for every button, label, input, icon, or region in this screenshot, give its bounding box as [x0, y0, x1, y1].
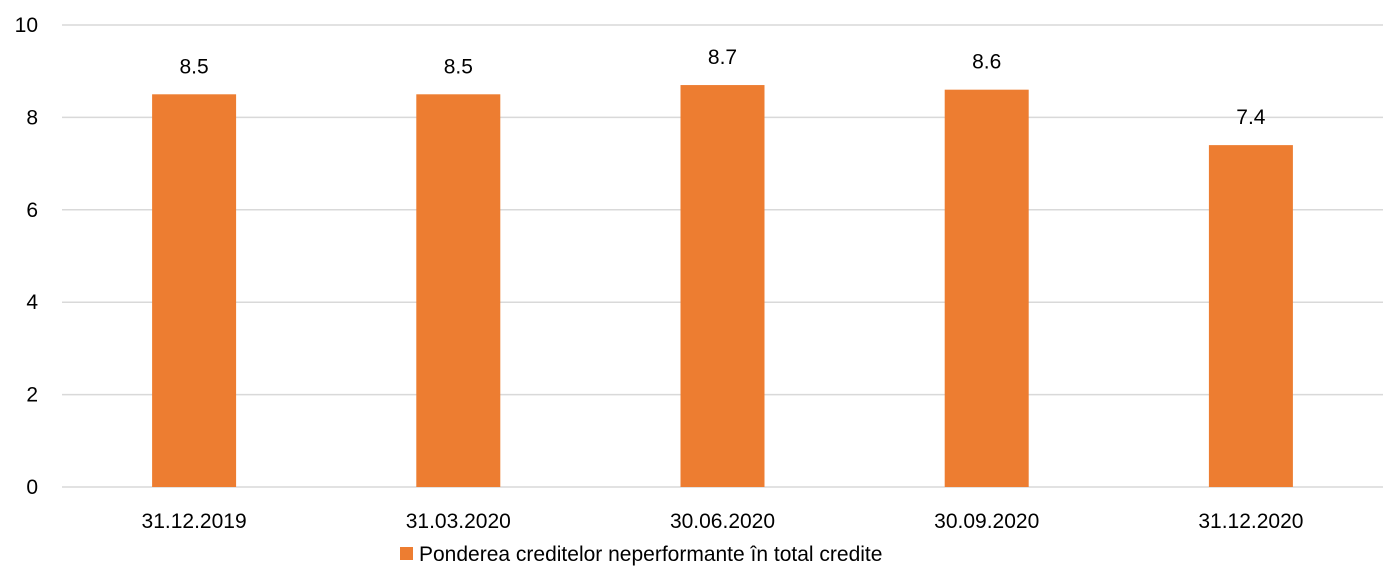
y-axis-ticks: 0 2 4 6 8 10 — [15, 14, 39, 499]
y-tick-label: 6 — [26, 199, 38, 222]
x-tick-label: 30.09.2020 — [934, 510, 1039, 533]
bar — [416, 94, 501, 488]
bars — [152, 85, 1293, 488]
y-tick-label: 0 — [26, 476, 38, 499]
x-tick-label: 31.12.2019 — [142, 510, 247, 533]
x-tick-label: 30.06.2020 — [670, 510, 775, 533]
data-label: 8.6 — [972, 51, 1001, 74]
y-tick-label: 8 — [26, 106, 38, 129]
x-tick-label: 31.12.2020 — [1198, 510, 1303, 533]
legend: Ponderea creditelor neperformante în tot… — [400, 543, 882, 566]
x-axis-ticks: 31.12.2019 31.03.2020 30.06.2020 30.09.2020… — [142, 510, 1304, 533]
data-label: 7.4 — [1236, 106, 1266, 129]
data-label: 8.5 — [179, 55, 208, 78]
y-tick-label: 10 — [15, 14, 38, 37]
legend-label: Ponderea creditelor neperformante în tot… — [419, 543, 882, 566]
y-tick-label: 4 — [26, 291, 38, 314]
bar — [680, 85, 765, 487]
bar — [1208, 145, 1293, 487]
data-labels: 8.5 8.5 8.7 8.6 7.4 — [179, 46, 1265, 129]
bar — [152, 94, 237, 488]
x-tick-label: 31.03.2020 — [406, 510, 511, 533]
y-tick-label: 2 — [26, 384, 38, 407]
data-label: 8.5 — [444, 55, 473, 78]
data-label: 8.7 — [708, 46, 737, 69]
bar — [944, 89, 1029, 488]
legend-swatch — [400, 547, 413, 560]
